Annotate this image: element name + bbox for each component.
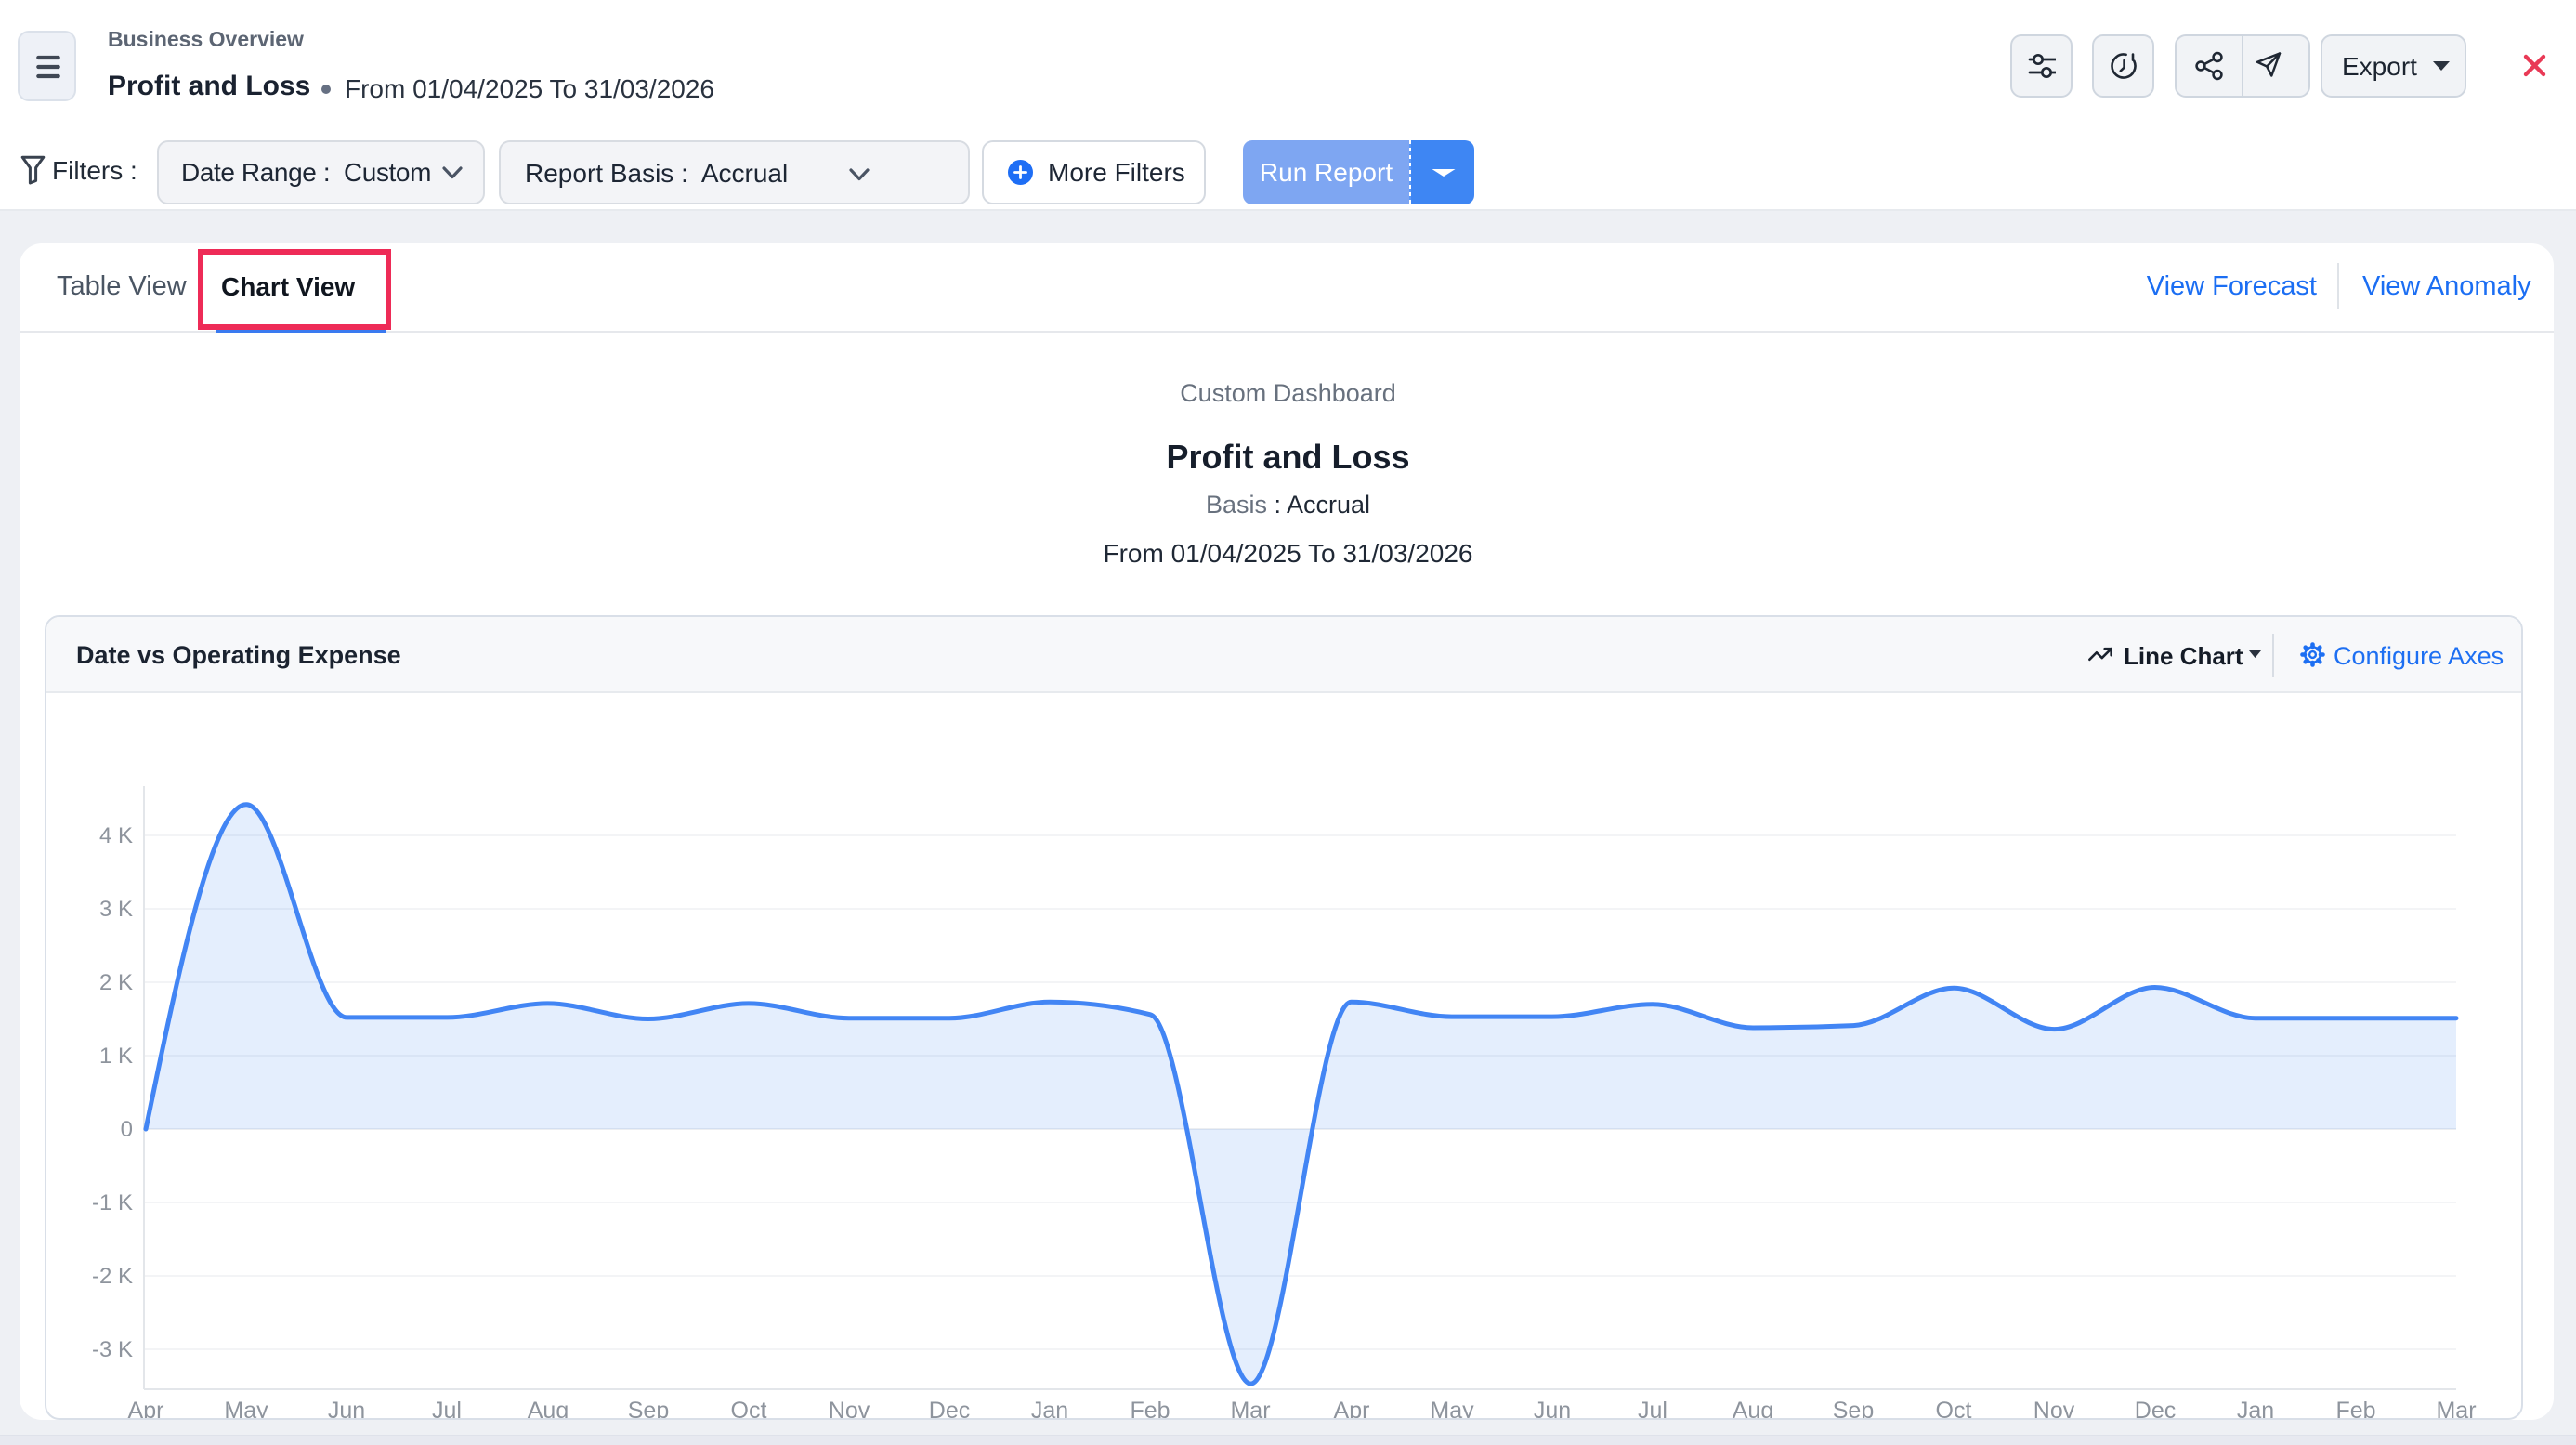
svg-text:3 K: 3 K [99, 897, 133, 922]
svg-text:Apr: Apr [128, 1398, 164, 1418]
svg-text:Jun: Jun [328, 1398, 365, 1418]
svg-text:Oct: Oct [731, 1398, 767, 1418]
svg-text:Jul: Jul [1638, 1398, 1667, 1418]
svg-text:0: 0 [121, 1117, 133, 1142]
svg-text:Feb: Feb [2335, 1398, 2375, 1418]
svg-text:Jul: Jul [432, 1398, 462, 1418]
svg-text:Sep: Sep [628, 1398, 669, 1418]
svg-text:Mar: Mar [2436, 1398, 2476, 1418]
svg-text:4 K: 4 K [99, 823, 133, 848]
svg-text:Nov: Nov [2033, 1398, 2075, 1418]
svg-text:Apr: Apr [1334, 1398, 1370, 1418]
svg-text:2 K: 2 K [99, 970, 133, 995]
svg-text:-3 K: -3 K [92, 1337, 133, 1362]
svg-text:Aug: Aug [1733, 1398, 1773, 1418]
svg-text:Aug: Aug [528, 1398, 569, 1418]
svg-text:Dec: Dec [2135, 1398, 2176, 1418]
svg-text:Nov: Nov [829, 1398, 870, 1418]
svg-text:May: May [1430, 1398, 1474, 1418]
svg-text:Oct: Oct [1936, 1398, 1972, 1418]
svg-text:Jan: Jan [1031, 1398, 1068, 1418]
svg-text:1 K: 1 K [99, 1044, 133, 1069]
svg-text:Jun: Jun [1534, 1398, 1571, 1418]
svg-text:Dec: Dec [929, 1398, 970, 1418]
svg-text:Sep: Sep [1833, 1398, 1874, 1418]
svg-text:May: May [224, 1398, 268, 1418]
svg-text:Jan: Jan [2237, 1398, 2274, 1418]
svg-text:-1 K: -1 K [92, 1190, 133, 1215]
svg-text:Feb: Feb [1130, 1398, 1170, 1418]
svg-text:Mar: Mar [1230, 1398, 1270, 1418]
svg-text:-2 K: -2 K [92, 1264, 133, 1289]
